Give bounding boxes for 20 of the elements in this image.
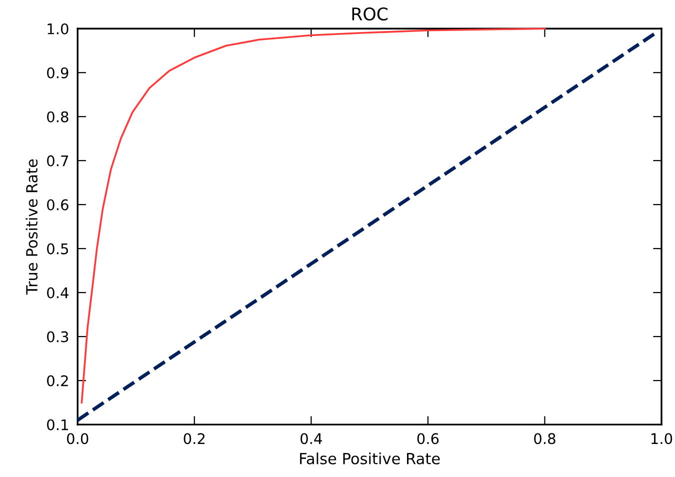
x-tick-label: 0.4: [300, 433, 322, 444]
y-tick-label: 0.3: [47, 331, 68, 342]
x-tick-label: 0.8: [534, 433, 556, 444]
y-tick-label: 0.2: [47, 375, 68, 386]
x-tick-label: 0.2: [184, 433, 205, 444]
x-tick-label: 0.6: [417, 433, 439, 444]
y-tick-label: 0.8: [47, 111, 68, 122]
x-tick-label: 1.0: [652, 433, 672, 444]
y-axis-title: True Positive Rate: [26, 159, 38, 295]
x-axis-title: False Positive Rate: [300, 452, 440, 464]
y-tick-label: 0.1: [47, 419, 68, 430]
x-tick-label: 0.0: [66, 433, 88, 444]
y-tick-label: 1.0: [48, 23, 68, 34]
y-tick-label: 0.9: [47, 67, 68, 78]
y-tick-label: 0.5: [47, 243, 68, 254]
y-tick-label: 0.7: [47, 155, 68, 166]
line-series: [80, 28, 546, 404]
chart-title: ROC: [352, 7, 388, 21]
y-tick-label: 0.4: [47, 287, 68, 298]
y-tick-label: 0.6: [47, 199, 68, 210]
